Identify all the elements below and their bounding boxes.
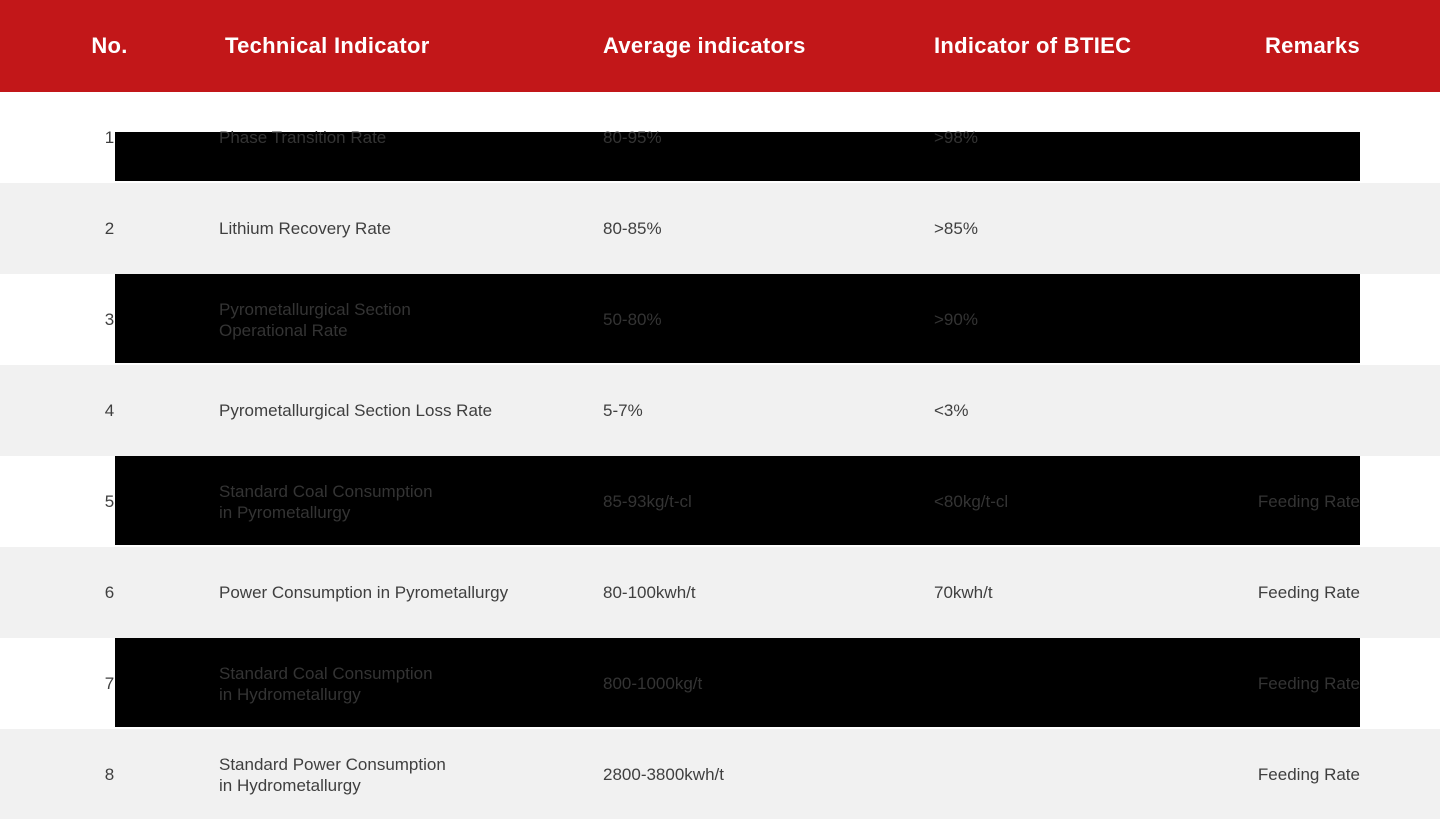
cell-btiec: >98% <box>934 127 978 147</box>
cell-indicator: Lithium Recovery Rate <box>219 219 391 238</box>
cell-indicator: Pyrometallurgical Section Loss Rate <box>219 401 493 420</box>
cell-indicator: Power Consumption in Pyrometallurgy <box>219 583 509 602</box>
column-header-btiec: Indicator of BTIEC <box>934 33 1132 58</box>
cell-indicator: Standard Coal Consumption in Pyrometallu… <box>219 481 433 522</box>
cell-btiec: 70kwh/t <box>934 582 993 602</box>
column-header-average: Average indicators <box>603 33 806 58</box>
cell-no: 2 <box>104 218 115 238</box>
table-row: 5 Standard Coal Consumption in Pyrometal… <box>0 456 1440 547</box>
cell-no: 4 <box>104 400 115 420</box>
column-header-remarks: Remarks <box>1264 33 1360 58</box>
row-overlay <box>115 638 1360 727</box>
table-row: 4 Pyrometallurgical Section Loss Rate 5-… <box>0 365 1440 456</box>
table-row: 2 Lithium Recovery Rate 80-85% >85% <box>0 183 1440 274</box>
row-overlay <box>115 274 1360 363</box>
cell-no: 7 <box>104 673 115 693</box>
cell-average: 80-95% <box>603 127 662 147</box>
cell-no: 8 <box>104 764 115 784</box>
cell-average: 5-7% <box>603 400 643 420</box>
cell-no: 5 <box>104 491 115 511</box>
cell-remarks: Feeding Rate <box>1257 764 1360 784</box>
cell-average: 800-1000kg/t <box>603 673 703 693</box>
cell-btiec: >85% <box>934 218 978 238</box>
cell-average: 80-85% <box>603 218 662 238</box>
cell-remarks: Feeding Rate <box>1257 673 1360 693</box>
row-overlay <box>115 456 1360 545</box>
cell-average: 80-100kwh/t <box>603 582 696 602</box>
cell-indicator: Standard Coal Consumption in Hydrometall… <box>219 663 433 704</box>
cell-indicator: Phase Transition Rate <box>219 128 387 147</box>
cell-indicator: Pyrometallurgical Section Operational Ra… <box>219 299 411 340</box>
table-row: 3 Pyrometallurgical Section Operational … <box>0 274 1440 365</box>
column-header-indicator: Technical Indicator <box>225 33 430 58</box>
cell-average: 50-80% <box>603 309 662 329</box>
table-row: 1 Phase Transition Rate 80-95% >98% <box>0 92 1440 183</box>
row-overlay <box>115 132 1360 181</box>
table-row: 6 Power Consumption in Pyrometallurgy 80… <box>0 547 1440 638</box>
cell-remarks: Feeding Rate <box>1257 491 1360 511</box>
cell-no: 1 <box>104 127 115 147</box>
cell-btiec: >90% <box>934 309 978 329</box>
table-header: No. Technical Indicator Average indicato… <box>0 0 1440 92</box>
cell-indicator: Standard Power Consumption in Hydrometal… <box>219 754 446 795</box>
table-row: 8 Standard Power Consumption in Hydromet… <box>0 729 1440 819</box>
cell-no: 3 <box>104 309 115 329</box>
table-row: 7 Standard Coal Consumption in Hydrometa… <box>0 638 1440 729</box>
column-header-no: No. <box>91 33 128 58</box>
cell-remarks: Feeding Rate <box>1257 582 1360 602</box>
cell-no: 6 <box>104 582 115 602</box>
cell-btiec: <3% <box>934 400 969 420</box>
cell-btiec: <80kg/t-cl <box>934 491 1009 511</box>
cell-average: 2800-3800kwh/t <box>603 764 724 784</box>
cell-average: 85-93kg/t-cl <box>603 491 692 511</box>
